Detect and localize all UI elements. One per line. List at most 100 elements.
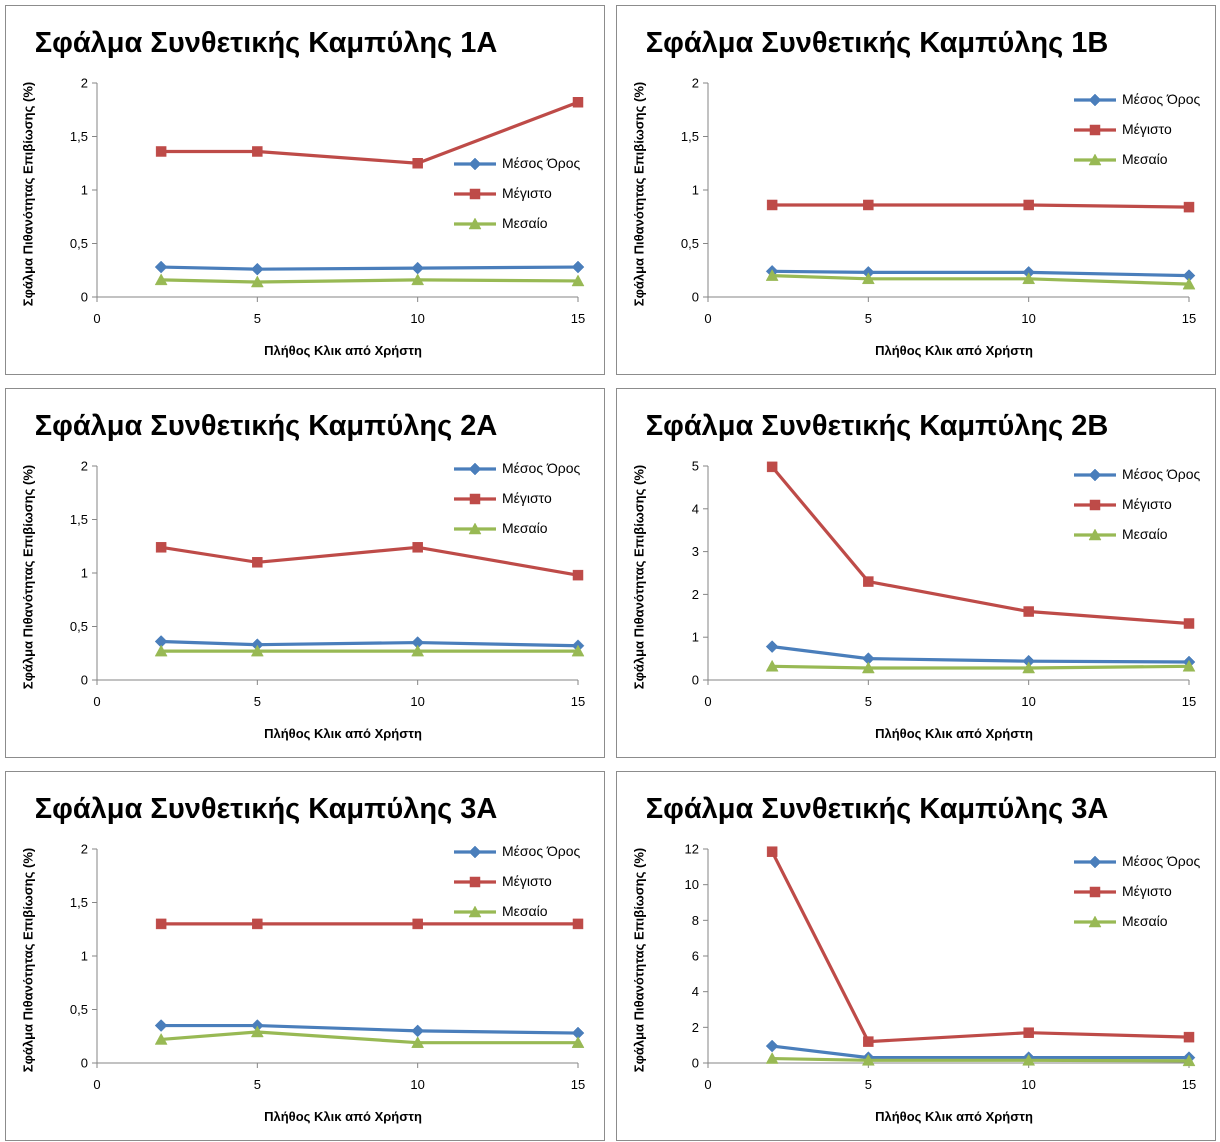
x-tick-label: 15 [1182,694,1196,709]
legend-marker [1088,93,1102,107]
series-line-median [161,1030,578,1045]
x-axis-label: Πλήθος Κλικ από Χρήστη [264,1109,422,1124]
chart-title: Σφάλμα Συνθετικής Καμπύλης 1Β [645,27,1109,59]
legend: Μέσος Όρος Μέγιστο Μεσαίο [1072,852,1212,942]
legend-label: Μεσαίο [502,215,548,231]
data-point-max [1183,1031,1195,1043]
y-tick-label: 1 [81,566,88,581]
data-point-max [155,146,167,157]
legend-marker [1089,124,1101,136]
data-point-mean [765,640,779,653]
legend-marker [1088,468,1102,482]
data-point-median [250,644,264,657]
y-tick-label: 6 [692,949,699,964]
x-axis-label: Πλήθος Κλικ από Χρήστη [875,1109,1033,1124]
legend-marker [1089,886,1101,898]
legend-label: Μεσαίο [502,903,548,919]
series-line-mean [161,1023,579,1035]
data-point-median [154,1032,168,1045]
legend-marker [1088,153,1102,166]
legend-swatch-mean [454,845,496,859]
y-axis-label: Σφάλμα Πιθανότητας Επιβίωσης (%) [20,847,36,1073]
data-point-median [250,1025,264,1038]
data-point-mean [250,262,264,276]
x-axis-label: Πλήθος Κλικ από Χρήστη [264,343,422,358]
y-tick-label: 1 [692,183,699,198]
y-tick-label: 0 [81,290,88,305]
y-tick-label: 0,5 [70,619,88,634]
y-axis-label: Σφάλμα Πιθανότητας Επιβίωσης (%) [631,847,647,1073]
data-point-median [411,273,425,286]
x-tick-label: 15 [571,1077,585,1092]
legend-swatch-mean [1074,468,1116,482]
legend-label: Μέγιστο [502,185,552,201]
data-point-max [863,576,874,587]
x-axis-label: Πλήθος Κλικ από Χρήστη [875,726,1033,741]
legend-marker [469,876,481,888]
legend-marker [468,905,482,918]
chart-panel-2a: 0 0,5 1 1,5 2 0 5 10 15 Σφάλμα Συνθετικής Καμπύλ… [5,388,605,758]
chart-title: Σφάλμα Συνθετικής Καμπύλης 2Α [34,410,498,442]
data-point-median [765,269,779,281]
y-axis-label: Σφάλμα Πιθανότητας Επιβίωσης (%) [631,464,647,690]
legend-marker [468,217,482,230]
data-point-max [155,542,167,553]
series-line-max [770,850,1190,1044]
y-tick-label: 0 [692,290,699,305]
legend-marker [468,462,482,476]
data-point-max [766,199,778,211]
x-tick-label: 15 [571,694,585,709]
data-point-max [572,569,584,581]
y-tick-label: 12 [685,842,699,857]
chart-title: Σφάλμα Συνθετικής Καμπύλης 3Α [34,793,498,825]
data-point-median [571,1036,585,1048]
x-tick-label: 10 [410,311,424,326]
legend-swatch-max [454,188,496,200]
data-point-mean [411,261,425,275]
y-axis-label: Σφάλμα Πιθανότητας Επιβίωσης (%) [631,81,647,307]
legend-label: Μέσος Όρος [1122,91,1201,107]
x-tick-label: 15 [1182,311,1196,326]
data-point-median [411,644,425,657]
y-tick-label: 2 [692,76,699,91]
legend: Μέσος Όρος Μέγιστο Μεσαίο [452,459,592,549]
legend-swatch-median [1074,528,1116,541]
data-point-max [252,146,263,157]
chart-panel-3a-left: 0 0,5 1 1,5 2 0 5 10 15 Σφάλμα Συνθετικής Καμπύλ… [5,771,605,1141]
legend: Μέσος Όρος Μέγιστο Μεσαίο [1072,90,1212,180]
legend-marker [1088,855,1102,869]
legend-swatch-mean [1074,855,1116,869]
chart-svg: 0 0,5 1 1,5 2 0 5 10 15 [70,459,585,710]
series-line-median [772,274,1190,286]
chart-title: Σφάλμα Συνθετικής Καμπύλης 3Α [645,793,1109,825]
y-tick-label: 2 [692,1020,699,1035]
data-point-median [1182,277,1196,290]
chart-title: Σφάλμα Συνθετικής Καμπύλης 2Β [645,410,1109,442]
legend-swatch-max [1074,124,1116,136]
data-point-median [1182,1054,1196,1067]
data-point-mean [411,1024,425,1038]
legend-marker [468,157,482,171]
y-tick-label: 1,5 [70,895,88,910]
y-axis-label: Σφάλμα Πιθανότητας Επιβίωσης (%) [20,81,36,307]
data-point-max [766,846,778,857]
data-point-median [861,661,875,674]
y-tick-label: 1 [81,949,88,964]
x-tick-label: 5 [865,694,872,709]
series-line-mean [161,265,579,271]
series-line-max [160,545,579,577]
legend-label: Μέγιστο [1122,496,1172,512]
x-tick-label: 0 [704,311,711,326]
legend-swatch-max [1074,499,1116,511]
data-point-max [863,199,874,211]
legend-marker [1089,499,1101,511]
series-line-mean [771,645,1190,664]
x-tick-label: 5 [254,1077,261,1092]
data-point-mean [154,1019,168,1032]
x-tick-label: 10 [410,1077,424,1092]
chart-svg: 0 2 4 6 8 10 12 0 5 10 15 [685,842,1197,1093]
y-tick-label: 0 [692,673,699,688]
data-point-median [1182,659,1196,672]
data-point-max [412,158,423,169]
data-point-median [250,275,264,288]
